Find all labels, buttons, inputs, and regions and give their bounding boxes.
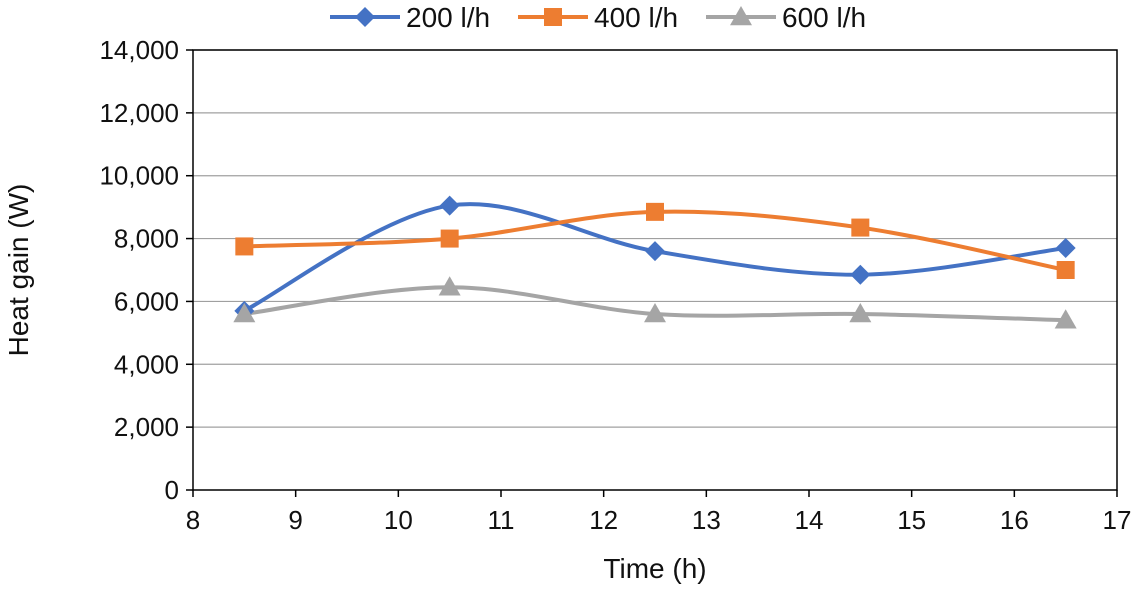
data-point-series-1: [850, 264, 871, 285]
plot-area-frame: [192, 49, 1118, 491]
data-point-series-3: [1054, 309, 1077, 329]
data-point-series-1: [645, 241, 665, 262]
legend-item-2: 400 l/h: [518, 2, 678, 33]
legend-marker: [544, 8, 562, 26]
data-point-series-3: [233, 303, 256, 323]
x-tick-label: 8: [186, 505, 200, 535]
data-point-series-3: [438, 276, 461, 296]
legend-marker: [730, 6, 752, 26]
x-tick-label: 9: [288, 505, 302, 535]
legend-label: 200 l/h: [406, 2, 490, 33]
y-tick-label: 8,000: [114, 224, 179, 254]
x-axis-title: Time (h): [603, 553, 706, 584]
data-point-series-2: [646, 202, 664, 221]
x-tick-label: 17: [1103, 505, 1132, 535]
y-tick-label: 10,000: [99, 161, 179, 191]
y-axis-ticks: 0 2,000 4,000 6,000 8,000 10,000 12,000 14,000: [99, 35, 193, 505]
data-point-series-3: [644, 303, 666, 323]
x-tick-label: 13: [692, 505, 721, 535]
data-point-series-2: [440, 229, 459, 248]
y-tick-label: 6,000: [114, 286, 179, 316]
y-tick-label: 12,000: [99, 98, 179, 128]
x-tick-label: 15: [897, 505, 926, 535]
legend-label: 600 l/h: [782, 2, 866, 33]
x-tick-label: 16: [1000, 505, 1029, 535]
x-tick-label: 12: [589, 505, 618, 535]
data-point-series-2: [235, 237, 254, 256]
y-axis-title: Heat gain (W): [3, 184, 34, 357]
data-point-series-3: [849, 303, 872, 323]
x-tick-label: 11: [488, 505, 515, 535]
series-lines: [243, 202, 1067, 323]
gridlines: [193, 49, 1117, 428]
data-point-series-2: [1056, 261, 1075, 279]
legend-label: 400 l/h: [594, 2, 678, 33]
legend-marker: [355, 7, 375, 27]
legend-item-3: 600 l/h: [706, 2, 866, 33]
x-tick-label: 10: [384, 505, 413, 535]
x-axis-ticks: 8 9 10 11 12 13 14 15 16 17: [186, 490, 1132, 535]
y-tick-label: 4,000: [114, 349, 179, 379]
y-tick-label: 14,000: [99, 35, 179, 65]
data-point-series-1: [1055, 238, 1076, 258]
legend: 200 l/h 400 l/h 600 l/h: [330, 2, 866, 33]
legend-item-1: 200 l/h: [330, 2, 490, 33]
data-point-series-2: [851, 218, 870, 237]
y-tick-label: 2,000: [114, 412, 179, 442]
series-markers: [233, 195, 1077, 329]
y-tick-label: 0: [165, 475, 179, 505]
data-point-series-1: [439, 195, 460, 216]
x-tick-label: 14: [795, 505, 824, 535]
